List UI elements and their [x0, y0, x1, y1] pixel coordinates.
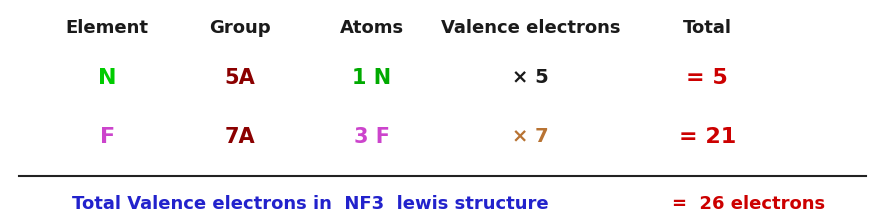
- Text: Total Valence electrons in  NF3  lewis structure: Total Valence electrons in NF3 lewis str…: [72, 195, 549, 213]
- Text: Element: Element: [65, 19, 149, 37]
- Text: =  26 electrons: = 26 electrons: [672, 195, 825, 213]
- Text: × 7: × 7: [512, 127, 549, 146]
- Text: = 21: = 21: [679, 127, 735, 147]
- Text: Valence electrons: Valence electrons: [441, 19, 620, 37]
- Text: 7A: 7A: [224, 127, 255, 147]
- Text: Group: Group: [209, 19, 271, 37]
- Text: Atoms: Atoms: [340, 19, 404, 37]
- Text: N: N: [98, 68, 117, 88]
- Text: F: F: [100, 127, 115, 147]
- Text: × 5: × 5: [512, 68, 549, 87]
- Text: Total: Total: [682, 19, 732, 37]
- Text: 1 N: 1 N: [352, 68, 391, 88]
- Text: 3 F: 3 F: [354, 127, 390, 147]
- Text: 5A: 5A: [224, 68, 255, 88]
- Text: = 5: = 5: [686, 68, 728, 88]
